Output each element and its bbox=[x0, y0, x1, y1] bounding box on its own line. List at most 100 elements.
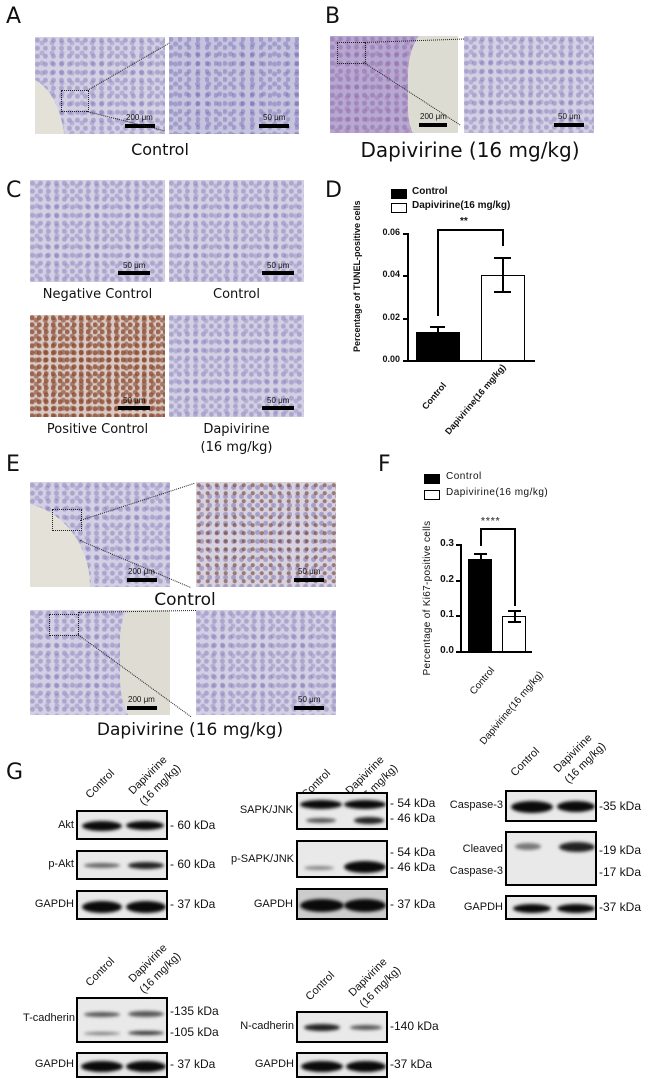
y-tick-mark bbox=[403, 360, 407, 362]
y-tick-mark bbox=[456, 544, 460, 546]
blot-gapdh bbox=[505, 895, 597, 920]
y-tick: 0.3 bbox=[440, 538, 454, 549]
panel-b-lowmag-image: 200 μm bbox=[330, 36, 458, 133]
panel-c-positive-control-image: 50 μm bbox=[30, 315, 165, 417]
kda-marker: -17 kDa bbox=[599, 865, 642, 879]
significance-line bbox=[480, 528, 515, 530]
significance-marker: **** bbox=[481, 516, 501, 527]
blot-caspase-3 bbox=[505, 790, 597, 822]
lane-label-control: Control bbox=[83, 955, 118, 989]
legend-control: Control bbox=[412, 186, 448, 197]
kda-marker: - 37 kDa bbox=[390, 897, 436, 911]
blot-label: GAPDH bbox=[254, 1058, 294, 1070]
x-tick-dapivirine: Dapivirine(16 mg/kg) bbox=[443, 362, 508, 437]
kda-marker: - 60 kDa bbox=[170, 857, 216, 871]
y-tick-mark bbox=[403, 275, 407, 277]
significance-line bbox=[437, 229, 503, 231]
y-axis-label: Percentage of Ki67-positive cells bbox=[422, 520, 433, 676]
zoom-region-box bbox=[337, 42, 366, 64]
kda-marker: -105 kDa bbox=[170, 1025, 219, 1039]
kda-marker: -19 kDa bbox=[599, 843, 642, 857]
bar-control bbox=[416, 332, 460, 361]
scale-bar bbox=[118, 406, 150, 410]
blot-p-sapk-jnk bbox=[296, 840, 388, 878]
panel-label-c: C bbox=[6, 178, 22, 203]
x-axis bbox=[407, 360, 535, 362]
scale-text: 50 μm bbox=[123, 396, 146, 405]
blot-label: T-cadherin bbox=[23, 1012, 75, 1024]
significance-line bbox=[480, 528, 482, 546]
panel-c-control-image: 50 μm bbox=[169, 180, 304, 282]
panel-label-g: G bbox=[6, 760, 24, 785]
scale-text: 50 μm bbox=[558, 112, 581, 121]
y-tick-mark bbox=[456, 615, 460, 617]
blot-label: Cleaved bbox=[462, 843, 503, 855]
panel-label-a: A bbox=[6, 4, 22, 29]
y-tick: 0.00 bbox=[382, 354, 400, 364]
scale-text: 200 μm bbox=[128, 567, 155, 576]
x-axis bbox=[460, 651, 532, 653]
blot-gapdh bbox=[296, 1052, 388, 1078]
y-tick-mark bbox=[456, 580, 460, 582]
kda-marker: - 37 kDa bbox=[170, 1057, 216, 1071]
significance-marker: ** bbox=[460, 216, 468, 227]
significance-line bbox=[437, 229, 439, 316]
error-bar-cap bbox=[508, 621, 521, 623]
caption-dapivirine: Dapivirine bbox=[203, 422, 270, 437]
panel-label-b: B bbox=[325, 4, 341, 29]
error-bar-cap bbox=[508, 610, 521, 612]
legend-swatch-control bbox=[391, 189, 407, 199]
legend-swatch-control bbox=[424, 474, 440, 484]
y-tick: 0.2 bbox=[440, 574, 454, 585]
legend-control: Control bbox=[446, 471, 482, 482]
scale-bar bbox=[554, 123, 584, 127]
panel-e-control-lowmag-image: 200 μm bbox=[30, 482, 170, 587]
panel-a-highmag-image: 50 μm bbox=[169, 37, 299, 134]
kda-marker: -37 kDa bbox=[390, 1057, 433, 1071]
panel-label-e: E bbox=[6, 452, 20, 477]
blot-t-cadherin bbox=[76, 997, 168, 1043]
blot-n-cadherin bbox=[296, 1011, 388, 1043]
blot-label: SAPK/JNK bbox=[239, 804, 293, 816]
blot-akt bbox=[76, 810, 168, 840]
blot-label: GAPDH bbox=[463, 901, 503, 913]
blot-label: GAPDH bbox=[34, 898, 74, 910]
kda-marker: - 37 kDa bbox=[170, 897, 216, 911]
y-tick-mark bbox=[403, 318, 407, 320]
blot-label: Caspase-3 bbox=[449, 865, 503, 877]
scale-bar bbox=[419, 123, 447, 127]
scale-bar bbox=[125, 124, 155, 128]
kda-marker: - 46 kDa bbox=[390, 811, 436, 825]
legend-swatch-dapivirine bbox=[391, 203, 407, 213]
blot-label: N-cadherin bbox=[240, 1020, 294, 1032]
blot-gapdh bbox=[76, 1052, 168, 1078]
kda-marker: - 46 kDa bbox=[390, 860, 436, 874]
blot-label: Caspase-3 bbox=[449, 799, 503, 811]
caption-positive-control: Positive Control bbox=[46, 422, 149, 437]
error-bar-cap bbox=[430, 326, 445, 328]
caption-negative-control: Negative Control bbox=[42, 287, 153, 302]
legend-swatch-dapivirine bbox=[424, 490, 440, 500]
blot-gapdh bbox=[296, 888, 388, 920]
significance-line bbox=[514, 528, 516, 606]
y-axis bbox=[460, 544, 462, 652]
caption-control: Control bbox=[213, 287, 260, 302]
panel-c-negative-control-image: 50 μm bbox=[30, 180, 165, 282]
error-bar bbox=[480, 553, 482, 560]
zoom-region-box bbox=[61, 90, 89, 112]
y-tick: 0.02 bbox=[382, 312, 400, 322]
y-tick-mark bbox=[403, 233, 407, 235]
panel-label-d: D bbox=[325, 178, 342, 203]
y-axis bbox=[407, 233, 409, 361]
blot-sapk-jnk bbox=[296, 792, 388, 830]
panel-e-control-highmag-image: 50 μm bbox=[196, 482, 336, 587]
y-tick: 0.0 bbox=[440, 645, 454, 656]
scale-bar bbox=[259, 124, 289, 128]
scale-text: 50 μm bbox=[298, 695, 321, 704]
bar-control bbox=[468, 559, 492, 652]
y-tick: 0.04 bbox=[382, 269, 400, 279]
scale-bar bbox=[127, 706, 157, 710]
blot-p-akt bbox=[76, 850, 168, 880]
y-tick: 0.1 bbox=[440, 609, 454, 620]
error-bar bbox=[502, 257, 504, 292]
